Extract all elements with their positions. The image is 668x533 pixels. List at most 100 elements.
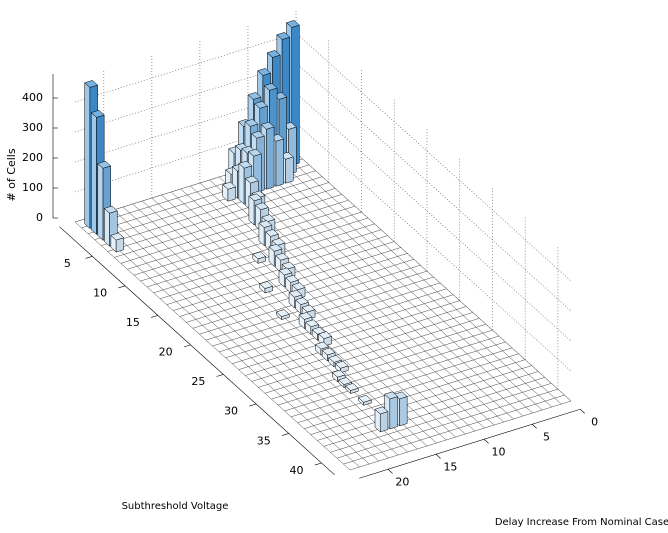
- x-tick-label: 40: [290, 464, 304, 477]
- bar-top: [275, 309, 290, 317]
- floor-grid: [114, 188, 336, 258]
- floor-grid: [199, 264, 421, 335]
- x-tick-label: 25: [191, 375, 205, 388]
- bar: [110, 232, 125, 253]
- bar-top: [266, 50, 281, 58]
- bar-top: [252, 251, 267, 260]
- bar-top: [97, 160, 112, 169]
- bar-top: [298, 312, 313, 320]
- floor-grid: [218, 282, 441, 353]
- floor-grid: [330, 383, 552, 453]
- bar-front: [379, 411, 389, 433]
- bar: [222, 181, 237, 202]
- x-tick: [281, 433, 289, 436]
- bar-top: [291, 282, 306, 291]
- floor-grid: [142, 200, 418, 450]
- floor-grid: [247, 167, 524, 417]
- bar-top: [254, 100, 269, 109]
- floor-grid: [323, 377, 545, 447]
- bar-top: [276, 32, 291, 40]
- bar-top: [321, 347, 336, 356]
- bar-top: [384, 391, 399, 400]
- bar-top: [244, 118, 259, 127]
- bar-top: [328, 354, 343, 363]
- x-tick: [249, 403, 257, 407]
- y-tick: [435, 454, 441, 459]
- bar-top: [103, 205, 118, 214]
- bar-top: [268, 243, 283, 252]
- bar: [334, 360, 349, 374]
- floor-grid: [160, 229, 382, 300]
- floor-grid: [212, 276, 434, 347]
- floor-grid: [113, 209, 389, 459]
- bar-top: [258, 220, 273, 228]
- floor-grid: [225, 288, 447, 359]
- bar-top: [251, 130, 265, 139]
- floor-grid: [267, 161, 543, 411]
- floor-grid: [74, 221, 351, 471]
- floor-grid: [286, 155, 562, 405]
- x-tick-label: 5: [64, 257, 71, 270]
- floor-grid: [257, 164, 533, 414]
- bar-side: [104, 207, 110, 247]
- y-tick: [531, 424, 537, 429]
- bar-front: [399, 396, 408, 427]
- bar: [357, 394, 372, 406]
- y-tick: [387, 469, 393, 474]
- floor-grid: [166, 235, 388, 305]
- floor-grid: [84, 218, 360, 468]
- z-tick-label: 100: [22, 181, 43, 194]
- z-tick-label: 400: [22, 91, 43, 104]
- x-tick-label: 30: [224, 405, 238, 418]
- bar-top: [90, 109, 105, 118]
- y-tick-label: 0: [591, 415, 598, 428]
- x-tick: [314, 462, 322, 466]
- bar-top: [259, 281, 274, 289]
- bar-top: [257, 68, 272, 76]
- floor-grid: [310, 365, 532, 435]
- floor-grid: [180, 188, 456, 438]
- bar-top: [331, 369, 346, 378]
- floor-grid: [290, 347, 513, 418]
- bar-top: [110, 232, 125, 241]
- floor-grid: [343, 394, 565, 465]
- floor-grid: [276, 158, 552, 408]
- bar-top: [334, 360, 349, 369]
- x-tick: [216, 374, 224, 377]
- bar-side: [90, 112, 97, 235]
- bar-top: [357, 394, 372, 403]
- floor-grid: [205, 270, 428, 341]
- floor-grid: [127, 199, 349, 270]
- floor-grid: [349, 400, 572, 471]
- floor-grid: [190, 185, 466, 435]
- bar: [275, 309, 290, 321]
- y-axis: [359, 408, 581, 479]
- y-tick: [483, 439, 489, 444]
- bar-top: [393, 391, 408, 400]
- z-tick-label: 200: [22, 151, 43, 164]
- floor-grid: [94, 215, 370, 465]
- bar-top: [295, 297, 309, 305]
- z-tick-label: 0: [36, 211, 43, 224]
- bar-front: [275, 138, 284, 187]
- z-axis-label: # of Cells: [5, 148, 18, 201]
- floor-grid: [232, 294, 454, 364]
- y-tick-label: 15: [443, 460, 457, 473]
- y-tick-label: 20: [395, 475, 409, 488]
- floor-grid: [304, 359, 526, 429]
- floor-grid: [284, 341, 506, 412]
- bar-top: [222, 181, 237, 190]
- floor-grid: [245, 306, 467, 376]
- bar-top: [301, 304, 316, 313]
- bar-top: [338, 377, 353, 385]
- bar-front: [266, 126, 275, 190]
- y-axis-label: Delay Increase From Nominal Case: [495, 517, 668, 528]
- bar: [252, 251, 267, 264]
- bar-top: [247, 148, 262, 157]
- bar-top: [275, 252, 289, 261]
- x-tick: [183, 344, 191, 348]
- bar-top: [278, 267, 293, 276]
- floor-grid: [103, 212, 379, 462]
